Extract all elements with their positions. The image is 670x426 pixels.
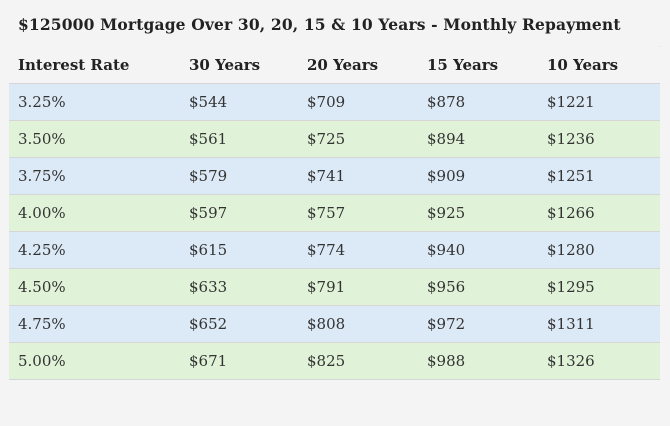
cell-10-years: $1280 [538, 231, 660, 269]
cell-15-years: $925 [418, 194, 538, 232]
table-row: 4.25% $615 $774 $940 $1280 [9, 231, 660, 269]
cell-30-years: $579 [180, 157, 298, 195]
cell-interest-rate: 4.00% [9, 194, 180, 232]
cell-20-years: $825 [298, 342, 418, 380]
cell-30-years: $615 [180, 231, 298, 269]
table-row: 3.25% $544 $709 $878 $1221 [9, 83, 660, 121]
cell-20-years: $741 [298, 157, 418, 195]
cell-15-years: $988 [418, 342, 538, 380]
cell-10-years: $1251 [538, 157, 660, 195]
cell-10-years: $1236 [538, 120, 660, 158]
table-row: 4.50% $633 $791 $956 $1295 [9, 268, 660, 306]
cell-interest-rate: 4.50% [9, 268, 180, 306]
table-row: 4.75% $652 $808 $972 $1311 [9, 305, 660, 343]
cell-10-years: $1221 [538, 83, 660, 121]
cell-interest-rate: 3.25% [9, 83, 180, 121]
cell-30-years: $633 [180, 268, 298, 306]
repayment-table: Interest Rate 30 Years 20 Years 15 Years… [9, 46, 660, 380]
cell-15-years: $972 [418, 305, 538, 343]
cell-10-years: $1266 [538, 194, 660, 232]
cell-20-years: $757 [298, 194, 418, 232]
cell-interest-rate: 3.50% [9, 120, 180, 158]
cell-15-years: $940 [418, 231, 538, 269]
cell-10-years: $1326 [538, 342, 660, 380]
table-title: $125000 Mortgage Over 30, 20, 15 & 10 Ye… [18, 15, 621, 34]
cell-15-years: $894 [418, 120, 538, 158]
cell-30-years: $652 [180, 305, 298, 343]
cell-30-years: $597 [180, 194, 298, 232]
cell-15-years: $878 [418, 83, 538, 121]
header-10-years: 10 Years [538, 46, 660, 84]
cell-15-years: $909 [418, 157, 538, 195]
cell-30-years: $671 [180, 342, 298, 380]
cell-20-years: $774 [298, 231, 418, 269]
cell-interest-rate: 5.00% [9, 342, 180, 380]
header-row: Interest Rate 30 Years 20 Years 15 Years… [9, 46, 660, 84]
cell-interest-rate: 4.25% [9, 231, 180, 269]
header-30-years: 30 Years [180, 46, 298, 84]
table-row: 5.00% $671 $825 $988 $1326 [9, 342, 660, 380]
cell-interest-rate: 4.75% [9, 305, 180, 343]
cell-interest-rate: 3.75% [9, 157, 180, 195]
cell-20-years: $725 [298, 120, 418, 158]
cell-30-years: $544 [180, 83, 298, 121]
header-20-years: 20 Years [298, 46, 418, 84]
table-row: 4.00% $597 $757 $925 $1266 [9, 194, 660, 232]
header-interest-rate: Interest Rate [9, 46, 180, 84]
table-row: 3.75% $579 $741 $909 $1251 [9, 157, 660, 195]
cell-20-years: $791 [298, 268, 418, 306]
cell-20-years: $709 [298, 83, 418, 121]
cell-30-years: $561 [180, 120, 298, 158]
header-15-years: 15 Years [418, 46, 538, 84]
cell-20-years: $808 [298, 305, 418, 343]
cell-15-years: $956 [418, 268, 538, 306]
cell-10-years: $1311 [538, 305, 660, 343]
table-row: 3.50% $561 $725 $894 $1236 [9, 120, 660, 158]
cell-10-years: $1295 [538, 268, 660, 306]
